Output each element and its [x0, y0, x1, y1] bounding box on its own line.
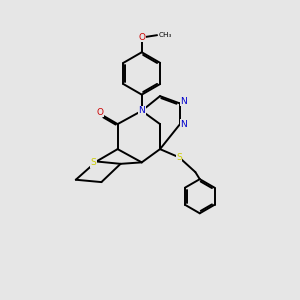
Text: N: N: [180, 120, 187, 129]
Text: N: N: [138, 106, 145, 115]
Text: S: S: [91, 158, 96, 167]
Text: N: N: [180, 97, 187, 106]
Text: O: O: [138, 33, 145, 42]
Text: CH₃: CH₃: [159, 32, 172, 38]
Text: S: S: [176, 153, 182, 162]
Text: O: O: [96, 108, 103, 117]
